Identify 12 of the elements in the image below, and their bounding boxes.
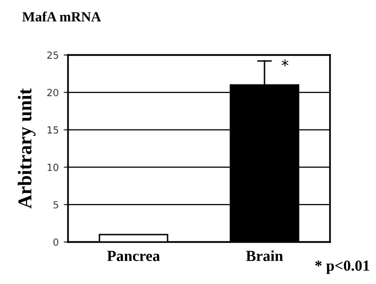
y-tick-label: 15 [48,126,58,134]
y-tick-label: 10 [48,164,58,172]
annotation: * [282,59,288,66]
x-tick-label: Pancrea [107,250,160,262]
text: * p<0.01 [315,260,370,274]
chart-title: MafA mRNA [22,12,101,22]
y-tick-label: 5 [54,201,58,208]
y-tick-label: 20 [47,88,58,96]
y-tick-label: 25 [47,51,58,59]
y-axis-title: Arbitrary unit [18,88,36,209]
x-tick-label: Brain [246,250,283,262]
y-tick-label: 0 [53,238,58,246]
